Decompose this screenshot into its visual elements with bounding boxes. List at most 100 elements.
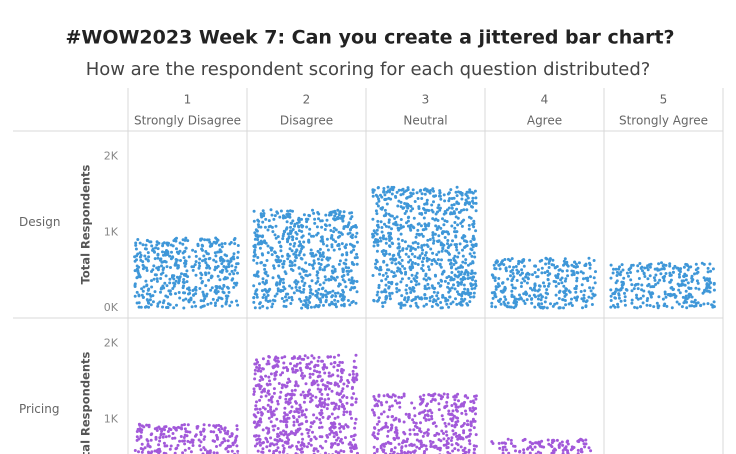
- jitter-dot: [346, 379, 350, 382]
- jitter-dot: [326, 291, 330, 295]
- jitter-dot: [303, 354, 307, 358]
- jitter-dot: [261, 447, 265, 451]
- jitter-dot: [252, 392, 256, 396]
- jitter-dot: [215, 445, 218, 448]
- jitter-dot: [350, 250, 353, 254]
- jitter-dot: [409, 304, 413, 308]
- jitter-dot: [286, 252, 290, 256]
- jitter-dot: [288, 380, 292, 383]
- jitter-dot: [311, 266, 315, 270]
- jitter-dot: [312, 259, 316, 263]
- jitter-dot: [280, 254, 284, 258]
- jitter-dot: [670, 293, 674, 297]
- jitter-dot: [646, 284, 650, 288]
- jitter-dot: [467, 450, 471, 454]
- jitter-dot: [196, 244, 200, 248]
- jitter-dot: [304, 305, 308, 308]
- jitter-dot: [344, 285, 348, 289]
- jitter-dot: [418, 256, 422, 260]
- jitter-dot: [474, 397, 478, 401]
- jitter-dot: [445, 208, 449, 212]
- jitter-dot: [273, 438, 277, 442]
- jitter-dot: [340, 303, 344, 307]
- jitter-dot: [449, 276, 453, 280]
- jitter-dot: [421, 410, 425, 414]
- jitter-dot: [151, 268, 155, 272]
- jitter-dot: [333, 441, 337, 445]
- jitter-dot: [501, 259, 505, 263]
- jitter-dot: [205, 266, 209, 270]
- jitter-dot: [207, 238, 211, 242]
- jitter-dot: [141, 263, 145, 267]
- jitter-dot: [221, 290, 225, 294]
- jitter-dot: [207, 278, 211, 282]
- jitter-dot: [409, 451, 413, 454]
- jitter-dot: [322, 281, 326, 285]
- jitter-dot: [227, 290, 231, 294]
- jitter-dot: [202, 446, 206, 450]
- jitter-dot: [308, 372, 312, 376]
- jitter-dot: [436, 210, 439, 214]
- jitter-dot: [373, 436, 377, 439]
- jitter-dot: [390, 426, 394, 430]
- jitter-dot: [351, 300, 355, 303]
- jitter-dot: [350, 261, 354, 264]
- jitter-dot: [253, 231, 257, 235]
- jitter-dot: [298, 366, 302, 370]
- jitter-dot: [199, 448, 203, 452]
- jitter-dot: [433, 218, 437, 222]
- jitter-dot: [415, 432, 419, 436]
- jitter-dot: [520, 271, 524, 275]
- jitter-dot: [230, 256, 234, 260]
- jitter-dot: [347, 442, 351, 446]
- jitter-dot: [290, 249, 294, 253]
- jitter-dot: [278, 240, 282, 244]
- jitter-dot: [284, 432, 287, 435]
- jitter-dot: [640, 283, 644, 287]
- jitter-dot: [474, 412, 477, 416]
- jitter-dot: [325, 295, 328, 299]
- jitter-dot: [307, 238, 311, 242]
- jitter-dot: [687, 286, 691, 290]
- jitter-dot: [389, 197, 393, 201]
- jitter-dot: [540, 439, 544, 443]
- jitter-dot: [339, 392, 342, 396]
- jitter-dot: [260, 289, 264, 293]
- jitter-dot: [280, 297, 284, 300]
- jitter-dot: [564, 303, 568, 307]
- jitter-dot: [424, 404, 428, 408]
- jitter-dot: [302, 357, 306, 361]
- jitter-dot: [466, 263, 470, 267]
- jitter-dot: [272, 266, 276, 270]
- jitter-dot: [323, 402, 327, 406]
- jitter-dot: [196, 425, 200, 428]
- jitter-dot: [315, 270, 319, 274]
- jitter-dot: [338, 422, 342, 426]
- jitter-dot: [401, 225, 405, 229]
- jitter-dot: [208, 451, 212, 454]
- jitter-dot: [354, 397, 358, 401]
- jitter-dot: [220, 242, 224, 246]
- jitter-dot: [183, 427, 187, 431]
- jitter-dot: [294, 429, 298, 433]
- jitter-dot: [181, 286, 185, 290]
- jitter-dot: [384, 277, 388, 281]
- jitter-dot: [163, 250, 167, 254]
- jitter-dot: [199, 440, 203, 444]
- jitter-dot: [334, 305, 338, 309]
- jitter-dot: [322, 268, 326, 272]
- jitter-dot: [457, 190, 460, 194]
- jitter-dot: [144, 305, 148, 309]
- jitter-dot: [414, 283, 418, 287]
- jitter-dot: [285, 220, 289, 224]
- jitter-dot: [216, 264, 220, 268]
- jitter-dot: [273, 294, 277, 298]
- jitter-dot: [341, 387, 345, 391]
- jitter-dot: [199, 299, 203, 303]
- jitter-dot: [474, 284, 478, 288]
- jitter-dot: [252, 258, 256, 262]
- jitter-dot: [562, 290, 566, 294]
- jitter-dot: [288, 242, 292, 246]
- jitter-dot: [590, 296, 594, 300]
- jitter-dot: [621, 268, 625, 272]
